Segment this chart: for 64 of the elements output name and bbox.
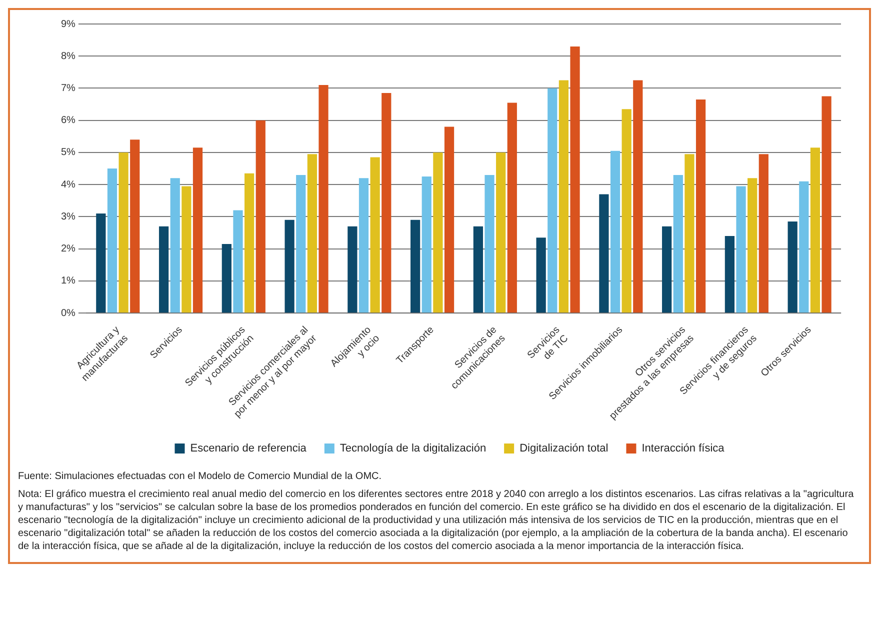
bar: [724, 236, 735, 313]
bar: [130, 140, 140, 313]
bar: [96, 214, 106, 313]
y-tick-label: 9%: [61, 18, 76, 30]
bar: [810, 148, 820, 313]
y-tick-label: 3%: [61, 211, 76, 222]
y-tick-label: 7%: [61, 82, 76, 94]
bar: [536, 238, 546, 313]
y-tick-label: 4%: [61, 179, 76, 190]
bar: [107, 168, 118, 313]
bar: [484, 174, 494, 313]
bar: [422, 176, 432, 313]
bar: [433, 152, 443, 313]
bar: [233, 210, 243, 313]
bar: [558, 80, 569, 313]
legend-label: Digitalización total: [520, 442, 608, 455]
bar: [496, 152, 506, 313]
bar: [548, 88, 558, 313]
bar: [118, 152, 128, 313]
bar: [473, 226, 483, 313]
text: Nota: El gráfico muestra el crecimiento real anual medio del comercio en los diferentes sectores entre 2018 y 2040 con arreglo a los distintos escenarios. Las cifras relativas a la "agricultura y manufacturas" y los "servicios" se calculan sobre la base de los promedios ponderados en función del comercio. En este gráfico se ha dividido en dos el escenario de la digitalización. El escenario "tecnología de la digitalización" incluye un crecimiento adicional de la productividad y una utilización más intensiva de los servicios de TIC en la producción, mientras que en el escenario "digitalización total" se añaden la reducción de los costos del comercio asociada a la digitalización (por ejemplo, a la ampliación de la cobertura de la banda ancha). El escenario de la interacción física, que se añade al de la digitalización, incluye la reducción de los costos del comercio asociada a la menor importancia de la interacción física.: [18, 488, 855, 553]
bar: [256, 120, 266, 313]
bar: [318, 85, 328, 313]
bar: [696, 99, 706, 313]
legend-label: Interacción física: [642, 442, 726, 455]
bar: [673, 174, 683, 313]
bar: [662, 226, 672, 313]
bar: [284, 220, 294, 313]
bar: [158, 226, 169, 313]
bar: [296, 174, 306, 313]
bar: [822, 96, 832, 313]
bar: [358, 178, 369, 313]
legend-label: Tecnología de la digitalización: [340, 442, 486, 455]
bar: [570, 46, 580, 313]
y-tick-label: 5%: [61, 147, 76, 158]
bar: [222, 244, 232, 313]
bar: [307, 154, 317, 313]
y-tick-label: 1%: [61, 276, 76, 287]
bar: [507, 102, 517, 313]
bar: [633, 80, 643, 313]
bar: [799, 181, 809, 313]
bar: [758, 154, 768, 313]
bar: [182, 186, 192, 313]
bar: [788, 222, 798, 313]
bar: [622, 109, 632, 313]
bar: [684, 154, 694, 313]
y-tick-label: 6%: [61, 115, 76, 126]
bar: [382, 93, 392, 313]
y-tick-label: 2%: [61, 244, 76, 255]
y-tick-label: 0%: [61, 308, 76, 319]
bar: [370, 157, 380, 313]
bar: [410, 220, 420, 313]
bar: [736, 186, 746, 313]
legend-label: Escenario de referencia: [190, 442, 308, 455]
bar: [244, 173, 254, 313]
bar: [444, 126, 454, 313]
source-note: Fuente: Simulaciones efectuadas con el Modelo de Comercio Mundial de la OMC.: [18, 470, 383, 483]
bar: [748, 178, 758, 313]
bar: [348, 226, 358, 313]
bar: [610, 150, 620, 313]
bar: [192, 148, 203, 313]
bar: [170, 178, 180, 313]
bar: [599, 194, 609, 313]
y-tick-label: 8%: [61, 50, 76, 62]
